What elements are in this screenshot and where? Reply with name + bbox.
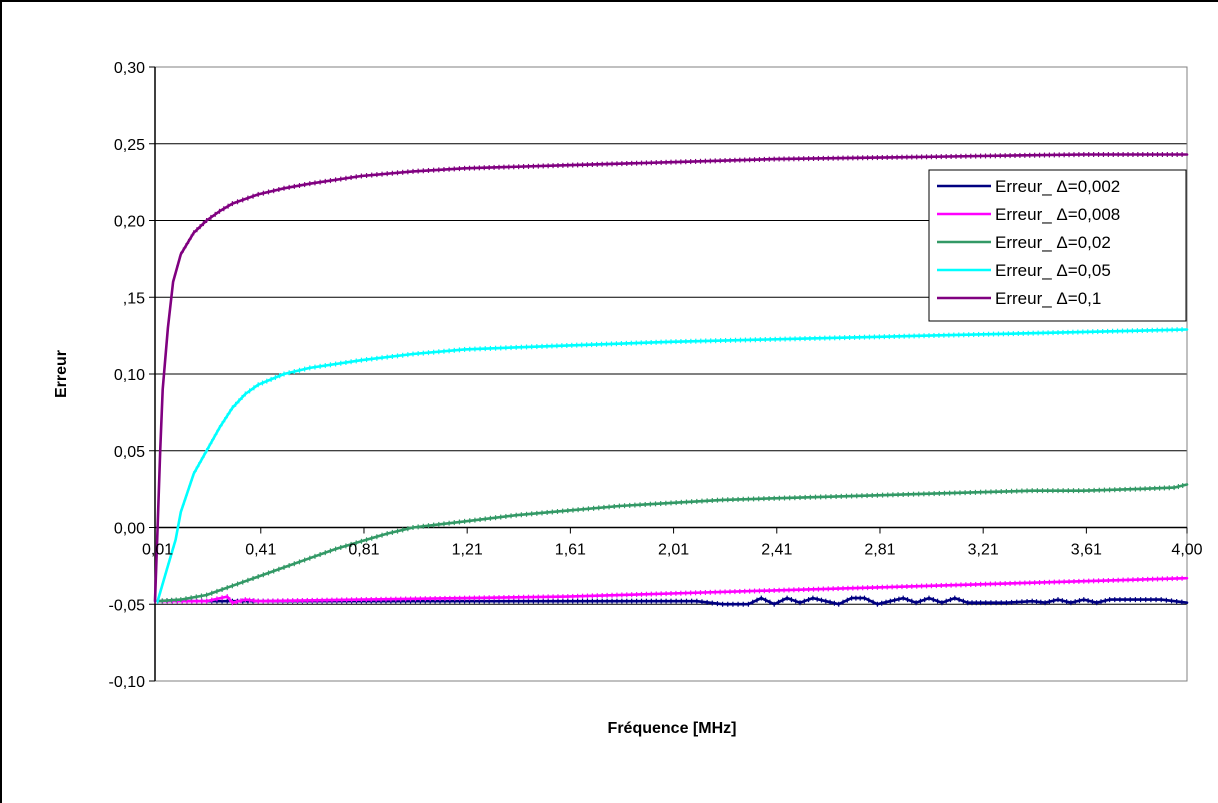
y-tick-label: ,15: [123, 290, 145, 307]
x-tick-label: 2,01: [658, 542, 689, 559]
y-tick-label: -0,10: [109, 674, 146, 691]
legend-box: [928, 169, 1187, 322]
x-tick-label: 0,81: [348, 542, 379, 559]
legend-label-0: Erreur_ Δ=0,002: [995, 177, 1120, 196]
x-tick-label: 1,61: [555, 542, 586, 559]
legend-label-4: Erreur_ Δ=0,1: [995, 289, 1101, 308]
x-tick-label: 2,81: [864, 542, 895, 559]
x-tick-label: 3,61: [1071, 542, 1102, 559]
x-tick-label: 0,01: [142, 542, 173, 559]
legend-label-1: Erreur_ Δ=0,008: [995, 205, 1120, 224]
y-tick-label: 0,10: [114, 367, 145, 384]
x-tick-label: 3,21: [968, 542, 999, 559]
x-tick-label: 4,00: [1171, 542, 1202, 559]
tick-labels: 0,30 0,25 0,20 ,15 0,10 0,05 0,00 -0,05 -0,10 0,0…: [109, 60, 1203, 691]
legend-label-3: Erreur_ Δ=0,05: [995, 261, 1111, 280]
y-axis-title: Erreur: [53, 350, 70, 398]
y-tick-label: 0,25: [114, 137, 145, 154]
y-tick-label: 0,30: [114, 60, 145, 77]
x-tick-label: 1,21: [452, 542, 483, 559]
y-tick-label: 0,05: [114, 444, 145, 461]
y-tick-label: 0,20: [114, 214, 145, 231]
series-lines: [153, 151, 1189, 607]
legend-label-2: Erreur_ Δ=0,02: [995, 233, 1111, 252]
x-tick-label: 2,41: [761, 542, 792, 559]
legend: Erreur_ Δ=0,002 Erreur_ Δ=0,008 Erreur_ Δ=…: [928, 169, 1187, 322]
y-tick-label: 0,00: [114, 521, 145, 538]
x-tick-label: 0,41: [245, 542, 276, 559]
y-tick-label: -0,05: [109, 597, 146, 614]
x-axis-title: Fréquence [MHz]: [608, 720, 737, 737]
